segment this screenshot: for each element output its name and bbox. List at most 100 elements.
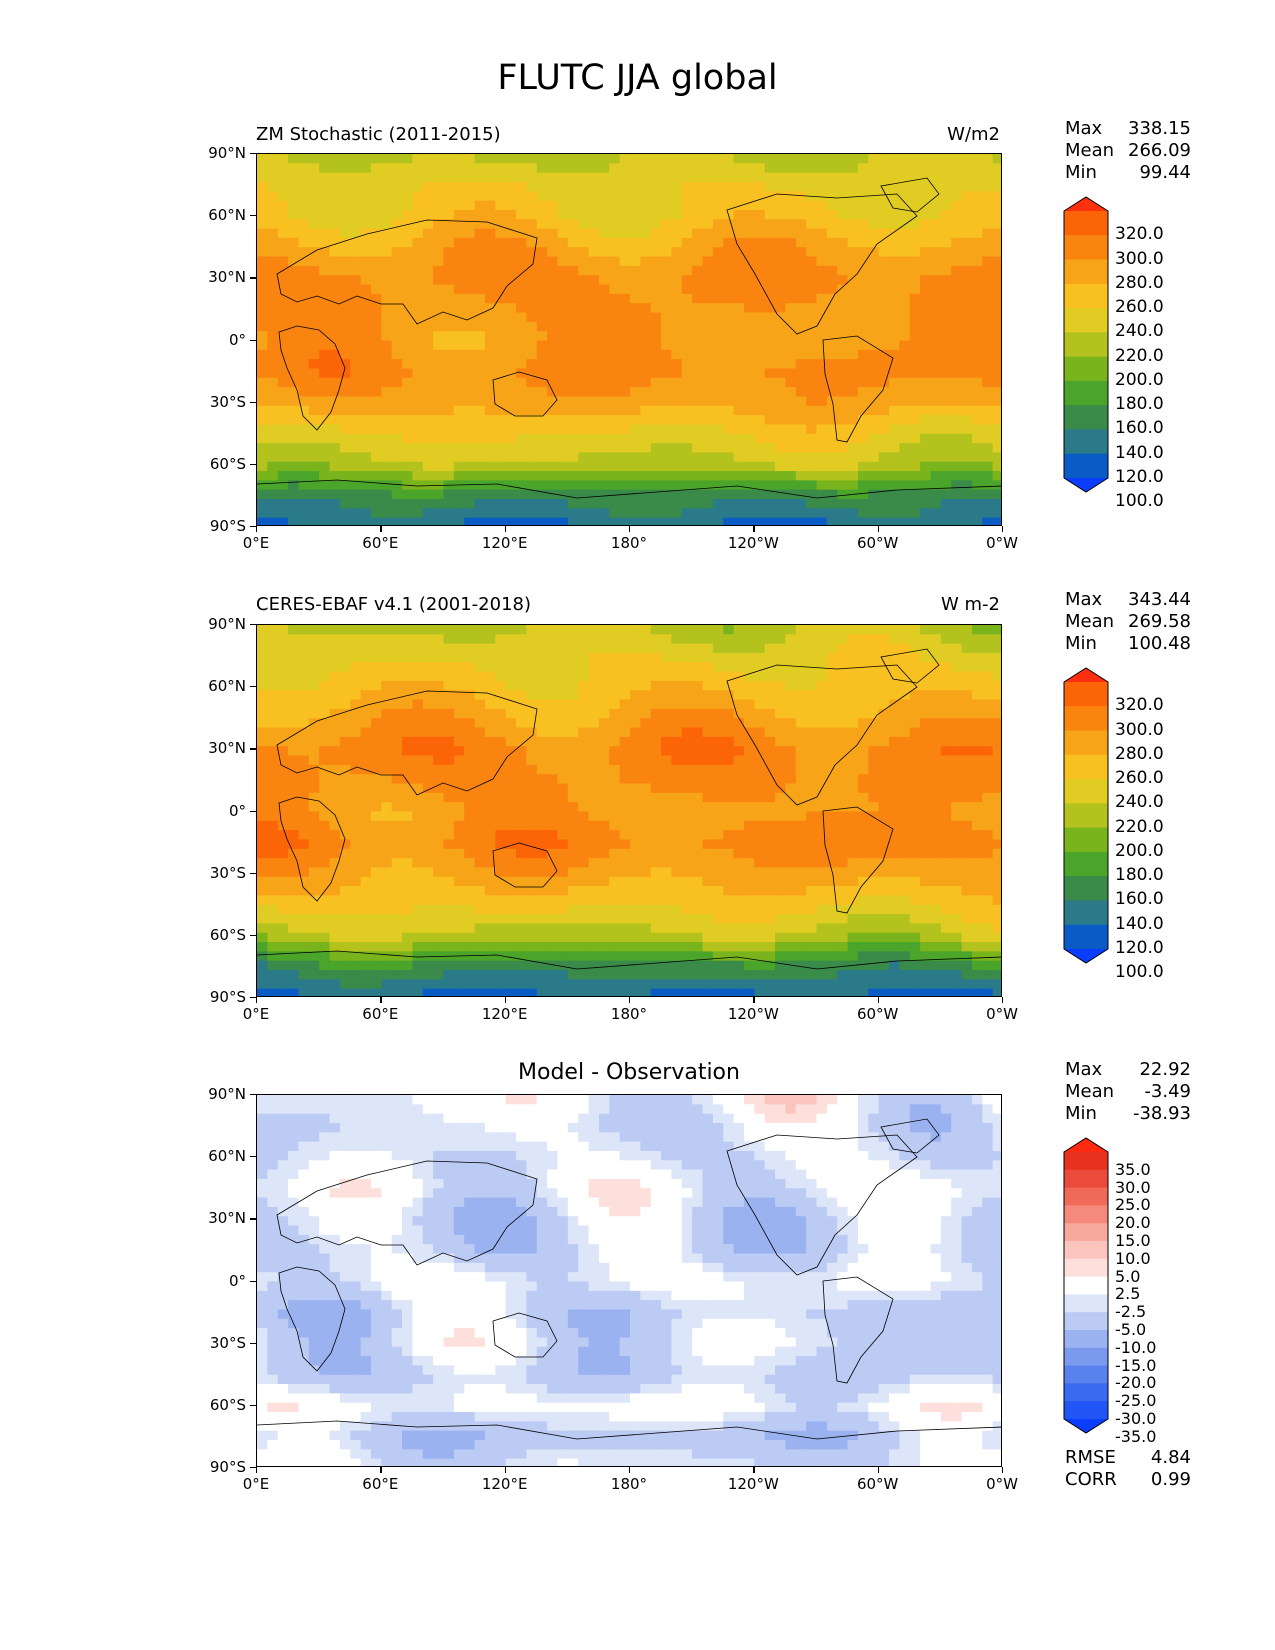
heatmap-cell [671,699,683,710]
heatmap-cell [443,275,455,286]
heatmap-cell [640,718,652,729]
heatmap-cell [257,736,268,747]
heatmap-cell [940,405,952,416]
heatmap-cell [495,219,507,230]
heatmap-cell [412,634,424,645]
heatmap-cell [764,839,776,850]
heatmap-cell [951,396,963,407]
heatmap-cell [806,802,818,813]
figure-title: FLUTC JJA global [497,58,778,98]
heatmap-cell [733,284,745,295]
heatmap-cell [578,219,590,230]
heatmap-cell [951,471,963,481]
heatmap-cell [816,359,828,370]
heatmap-cell [982,154,994,164]
heatmap-cell [484,652,496,663]
heatmap-cell [484,312,496,323]
heatmap-cell [837,643,849,654]
heatmap-cell [992,718,1001,729]
heatmap-cell [267,321,279,332]
heatmap-cell [484,736,496,747]
heatmap-cell [889,736,900,747]
heatmap-cell [754,783,766,794]
heatmap-cell [267,340,279,351]
heatmap-cell [630,746,641,757]
heatmap-cell [868,746,880,757]
heatmap-cell [671,415,683,426]
heatmap-cell [889,471,900,481]
heatmap-cell [909,876,921,887]
heatmap-cell [412,387,424,398]
heatmap-cell [671,424,683,435]
heatmap-cell [951,517,963,525]
heatmap-cell [837,209,849,220]
heatmap-cell [516,876,527,887]
heatmap-cell [661,671,673,682]
heatmap-cell [547,699,559,710]
heatmap-cell [775,424,787,435]
heatmap-cell [847,480,859,491]
heatmap-cell [940,209,952,220]
heatmap-cell [868,830,880,841]
heatmap-cell [785,517,797,525]
heatmap-cell [277,191,289,202]
heatmap-cell [391,172,403,183]
heatmap-cell [578,191,590,202]
heatmap-cell [370,181,382,192]
heatmap-cell [992,452,1001,463]
heatmap-cell [661,746,673,757]
heatmap-cell [982,690,994,701]
heatmap-cell [930,634,942,645]
heatmap-cell [370,461,382,472]
heatmap-cell [536,331,548,342]
heatmap-cell [982,755,994,766]
heatmap-cell [826,265,838,276]
heatmap-cell [961,219,973,230]
heatmap-cell [567,200,579,211]
heatmap-cell [889,499,900,509]
heatmap-cell [350,708,362,719]
heatmap-cell [298,293,310,304]
heatmap-cell [339,736,351,747]
heatmap-cell [650,461,662,472]
heatmap-cell [971,200,983,211]
heatmap-cell [681,848,693,859]
heatmap-cell [464,802,476,813]
heatmap-cell [557,718,569,729]
heatmap-cell [422,405,434,416]
heatmap-cell [826,154,838,164]
heatmap-cell [547,708,559,719]
heatmap-cell [516,247,527,258]
heatmap-cell [370,415,382,426]
heatmap-cell [381,256,393,267]
heatmap-cell [257,228,268,239]
heatmap-cell [630,154,641,164]
heatmap-cell [505,433,517,444]
heatmap-cell [453,219,465,230]
heatmap-cell [547,359,559,370]
heatmap-cell [267,415,279,426]
heatmap-cell [733,433,745,444]
heatmap-cell [257,699,268,710]
heatmap-cell [277,764,289,775]
heatmap-cell [826,811,838,822]
heatmap-cell [370,718,382,729]
heatmap-cell [816,303,828,314]
heatmap-cell [308,774,320,785]
heatmap-cell [505,312,517,323]
heatmap-cell [433,792,445,803]
heatmap-cell [433,424,445,435]
heatmap-cell [630,708,641,719]
heatmap-cell [795,191,807,202]
heatmap-cell [578,830,590,841]
heatmap-cell [526,876,538,887]
heatmap-cell [971,471,983,481]
heatmap-cell [816,876,828,887]
heatmap-cell [868,265,880,276]
heatmap-cell [370,634,382,645]
heatmap-cell [733,209,745,220]
heatmap-cell [868,839,880,850]
heatmap-cell [899,284,911,295]
heatmap-cell [598,191,610,202]
heatmap-cell [370,443,382,453]
